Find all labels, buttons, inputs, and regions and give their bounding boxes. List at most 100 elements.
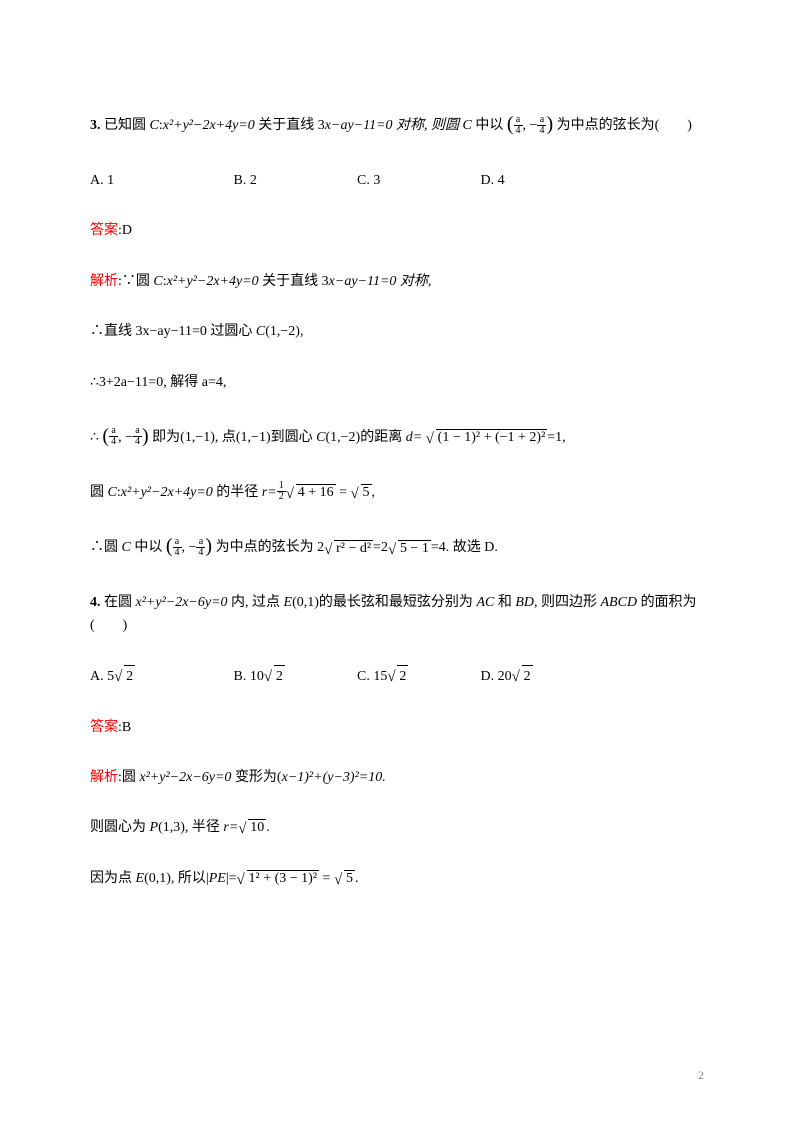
text: :圆 <box>118 770 139 785</box>
text: x−ay−11=0 对称, <box>329 274 432 289</box>
page-content: 3. 已知圆 C:x²+y²−2x+4y=0 关于直线 3x−ay−11=0 对… <box>0 0 794 978</box>
q4-stem: 4. 在圆 x²+y²−2x−6y=0 内, 过点 E(0,1)的最长弦和最短弦… <box>90 592 704 637</box>
opt-a: A. 52 <box>90 665 230 688</box>
opt-c: C. 152 <box>357 665 477 688</box>
text: 即为(1,−1), 点(1,−1)到圆心 <box>152 430 316 445</box>
text: |= <box>226 871 237 886</box>
comma: , − <box>182 541 197 556</box>
text: (1,3), 半径 <box>158 820 223 835</box>
text: ABCD <box>601 595 638 610</box>
text: 关于直线 3 <box>259 274 329 289</box>
text: 的面积为 <box>637 595 697 610</box>
text: AC <box>476 595 494 610</box>
text: 关于直线 3 <box>258 118 325 133</box>
solution-label: 解析 <box>90 274 118 289</box>
text: = <box>319 871 334 886</box>
frac: a4 <box>109 426 118 447</box>
text: r= <box>223 820 238 835</box>
text: 变形为( <box>231 770 281 785</box>
text: 中以 <box>475 118 503 133</box>
sqrt: 5 − 1 <box>388 538 431 560</box>
eq: x²+y²−2x+4y=0 <box>121 485 213 500</box>
opt-d: D. 4 <box>481 170 505 192</box>
text: E <box>284 595 293 610</box>
comma: , − <box>118 430 133 445</box>
text: 已知圆 <box>104 118 150 133</box>
text: 的半径 <box>213 485 262 500</box>
text: 在圆 <box>104 595 136 610</box>
eq: x²+y²−2x−6y=0 <box>139 770 231 785</box>
opt-a: A. 1 <box>90 170 230 192</box>
opt-b: B. 2 <box>234 170 354 192</box>
text: . <box>266 820 270 835</box>
q3-options: A. 1 B. 2 C. 3 D. 4 <box>90 170 704 192</box>
circle-c: C <box>150 118 159 133</box>
opt-d: D. 202 <box>481 665 533 688</box>
paren: ) <box>546 113 553 135</box>
text: . <box>355 871 359 886</box>
text: 因为点 <box>90 871 136 886</box>
paren: ( <box>102 425 109 447</box>
text: ∴ <box>90 430 102 445</box>
sqrt: r² − d² <box>324 538 373 560</box>
q4-number: 4. <box>90 595 101 610</box>
text: x−ay−11=0 对称, 则圆 <box>325 118 463 133</box>
q3-sol4: ∴ (a4, −a4) 即为(1,−1), 点(1,−1)到圆心 C(1,−2)… <box>90 422 704 454</box>
q4-options: A. 52 B. 102 C. 152 D. 202 <box>90 665 704 688</box>
q3-number: 3. <box>90 118 101 133</box>
text: 为中点的弦长为 2 <box>216 541 325 556</box>
q3-stem: 3. 已知圆 C:x²+y²−2x+4y=0 关于直线 3x−ay−11=0 对… <box>90 110 704 142</box>
text: E <box>136 871 145 886</box>
text: = <box>336 485 351 500</box>
text: =4. 故选 D. <box>431 541 498 556</box>
answer-val: :B <box>118 720 131 735</box>
text: BD <box>515 595 534 610</box>
text: , 则四边形 <box>534 595 601 610</box>
q3-sol6: ∴圆 C 中以 (a4, −a4) 为中点的弦长为 2r² − d²=25 − … <box>90 532 704 564</box>
sqrt: (1 − 1)² + (−1 + 2)² <box>426 427 548 449</box>
sqrt: 5 <box>351 482 372 504</box>
frac: a4 <box>133 426 142 447</box>
text: ∴3+2a−11=0, 解得 a=4, <box>90 375 226 390</box>
text: x−1)²+(y−3)²=10. <box>282 770 386 785</box>
paren: ( ) <box>90 618 127 633</box>
text: =2 <box>373 541 388 556</box>
text: C <box>153 274 162 289</box>
solution-label: 解析 <box>90 770 118 785</box>
q3-answer: 答案:D <box>90 220 704 242</box>
q3-sol2: ∴直线 3x−ay−11=0 过圆心 C(1,−2), <box>90 321 704 343</box>
q3-sol3: ∴3+2a−11=0, 解得 a=4, <box>90 372 704 394</box>
text: C <box>108 485 117 500</box>
text: ∴圆 <box>90 541 122 556</box>
text: 内, 过点 <box>228 595 284 610</box>
text: P <box>150 820 159 835</box>
sqrt: 10 <box>238 817 266 839</box>
paren: ( <box>166 535 173 557</box>
text: C <box>122 541 131 556</box>
page-number: 2 <box>698 1068 704 1083</box>
answer-label: 答案 <box>90 223 118 238</box>
text: , <box>372 485 376 500</box>
eq: x²+y²−2x+4y=0 <box>163 118 255 133</box>
circle-c: C <box>463 118 472 133</box>
comma: , − <box>523 118 538 133</box>
text: (1,−2)的距离 <box>325 430 405 445</box>
q4-sol2: 则圆心为 P(1,3), 半径 r=10. <box>90 817 704 839</box>
text: (0,1), 所以| <box>144 871 209 886</box>
text: ∴直线 3x−ay−11=0 过圆心 <box>90 324 256 339</box>
paren: ) <box>142 425 149 447</box>
text: 为中点的弦长为( ) <box>557 118 692 133</box>
text: PE <box>209 871 226 886</box>
q4-answer: 答案:B <box>90 717 704 739</box>
opt-c: C. 3 <box>357 170 477 192</box>
eq: x²+y²−2x+4y=0 <box>167 274 259 289</box>
q4-sol1: 解析:圆 x²+y²−2x−6y=0 变形为(x−1)²+(y−3)²=10. <box>90 767 704 789</box>
q4-sol3: 因为点 E(0,1), 所以|PE|=1² + (3 − 1)² = 5. <box>90 868 704 890</box>
frac: a4 <box>173 537 182 558</box>
q3-sol5: 圆 C:x²+y²−2x+4y=0 的半径 r=124 + 16 = 5, <box>90 482 704 504</box>
text: 中以 <box>131 541 163 556</box>
answer-label: 答案 <box>90 720 118 735</box>
sqrt: 4 + 16 <box>286 482 336 504</box>
text: 则圆心为 <box>90 820 150 835</box>
frac: 12 <box>277 481 286 502</box>
